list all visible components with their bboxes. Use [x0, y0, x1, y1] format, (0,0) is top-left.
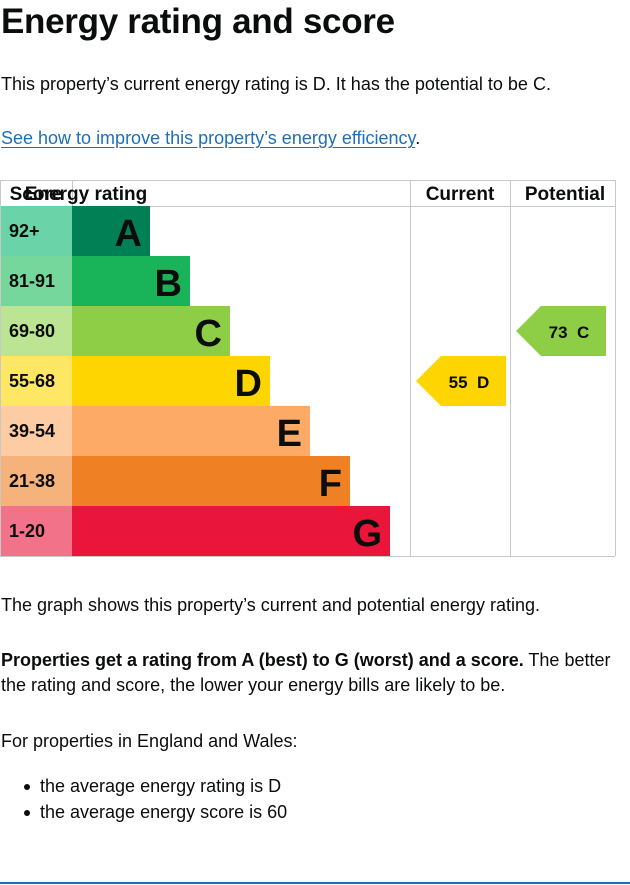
score-range-b: 81-91 [9, 271, 55, 291]
score-cell-f [1, 456, 72, 506]
rating-bar-f [72, 456, 350, 506]
improve-link-line: See how to improve this property’s energ… [1, 126, 420, 151]
potential-rating-arrow [516, 306, 606, 356]
average-rating-item: the average energy rating is D [0, 773, 287, 799]
averages-list: the average energy rating is D the avera… [0, 773, 287, 825]
rating-bar-d [72, 356, 270, 406]
graph-description: The graph shows this property’s current … [1, 595, 540, 615]
section-divider [0, 882, 630, 884]
score-cell-d [1, 356, 72, 406]
potential-rating-label: 73 C [549, 323, 590, 342]
current-rating-arrow [416, 356, 506, 406]
score-cell-b [1, 256, 72, 306]
score-range-c: 69-80 [9, 321, 55, 341]
potential-column-header: Potential [525, 184, 605, 205]
rating-letter-e: E [277, 413, 302, 455]
rating-bar-b [72, 256, 190, 306]
score-cell-a [1, 206, 72, 256]
score-range-g: 1-20 [9, 521, 45, 541]
rating-letter-b: B [155, 263, 182, 305]
england-wales-intro: For properties in England and Wales: [1, 731, 298, 751]
rating-bar-g [72, 506, 390, 556]
rating-bar-c [72, 306, 230, 356]
rating-letter-a: A [115, 213, 142, 255]
score-range-e: 39-54 [9, 421, 55, 441]
rating-explanation-rest: The better the rating and score, the low… [1, 650, 611, 695]
rating-bar-e [72, 406, 310, 456]
improve-efficiency-link[interactable]: See how to improve this property’s energ… [1, 128, 416, 148]
rating-column-header: Energy rating [25, 184, 147, 205]
score-column-header: Score [10, 184, 63, 205]
current-rating-label: 55 D [449, 373, 490, 392]
rating-letter-c: C [195, 313, 222, 355]
rating-letter-g: G [352, 513, 382, 555]
score-cell-e [1, 406, 72, 456]
score-range-f: 21-38 [9, 471, 55, 491]
rating-letter-d: D [235, 363, 262, 405]
page-title: Energy rating and score [1, 2, 395, 41]
rating-bar-a [72, 206, 150, 256]
score-range-a: 92+ [9, 221, 40, 241]
score-range-d: 55-68 [9, 371, 55, 391]
rating-letter-f: F [319, 463, 342, 505]
rating-explanation: Properties get a rating from A (best) to… [1, 648, 626, 698]
score-cell-g [1, 506, 72, 556]
average-score-item: the average energy score is 60 [0, 799, 287, 825]
rating-summary: This property’s current energy rating is… [1, 74, 551, 94]
score-cell-c [1, 306, 72, 356]
link-suffix: . [415, 128, 421, 148]
rating-explanation-bold: Properties get a rating from A (best) to… [1, 650, 524, 670]
current-column-header: Current [426, 184, 495, 205]
